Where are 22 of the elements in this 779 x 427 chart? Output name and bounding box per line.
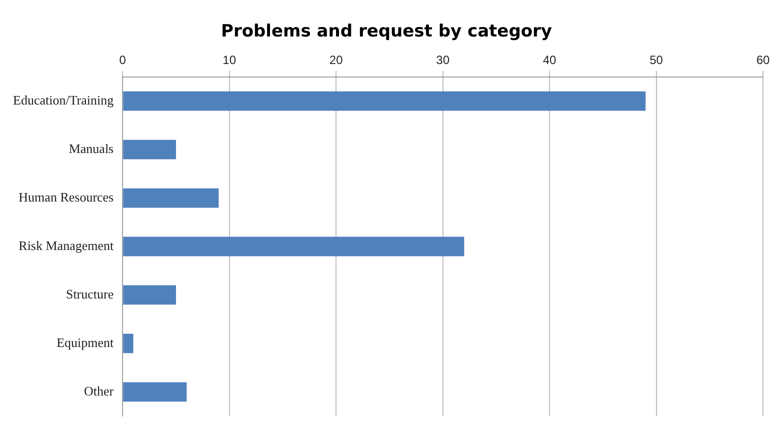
- y-tick-label: Education/Training: [13, 92, 114, 108]
- bar: [123, 285, 176, 305]
- x-tick-label: 20: [329, 52, 344, 67]
- y-tick-label: Other: [84, 383, 114, 398]
- x-tick-label: 0: [119, 52, 126, 67]
- y-tick-label: Risk Management: [18, 238, 114, 253]
- x-tick-label: 40: [542, 52, 557, 67]
- bar: [123, 334, 134, 354]
- y-tick-label: Structure: [66, 286, 114, 302]
- bar: [123, 140, 176, 160]
- y-tick-label: Equipment: [56, 334, 114, 350]
- bar: [123, 188, 219, 208]
- x-tick-label: 30: [436, 52, 450, 67]
- chart-title: Problems and request by category: [220, 22, 552, 42]
- y-tick-label: Human Resources: [18, 189, 114, 204]
- x-tick-label: 60: [756, 52, 770, 67]
- bar: [123, 236, 464, 256]
- bar: [123, 91, 646, 111]
- bar: [123, 382, 187, 402]
- y-tick-label: Manuals: [68, 140, 114, 156]
- x-tick-label: 10: [222, 52, 236, 67]
- x-tick-label: 50: [650, 52, 664, 67]
